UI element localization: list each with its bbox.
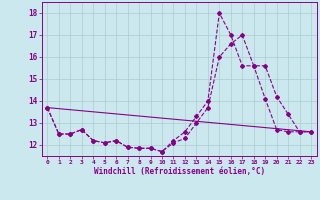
- X-axis label: Windchill (Refroidissement éolien,°C): Windchill (Refroidissement éolien,°C): [94, 167, 265, 176]
